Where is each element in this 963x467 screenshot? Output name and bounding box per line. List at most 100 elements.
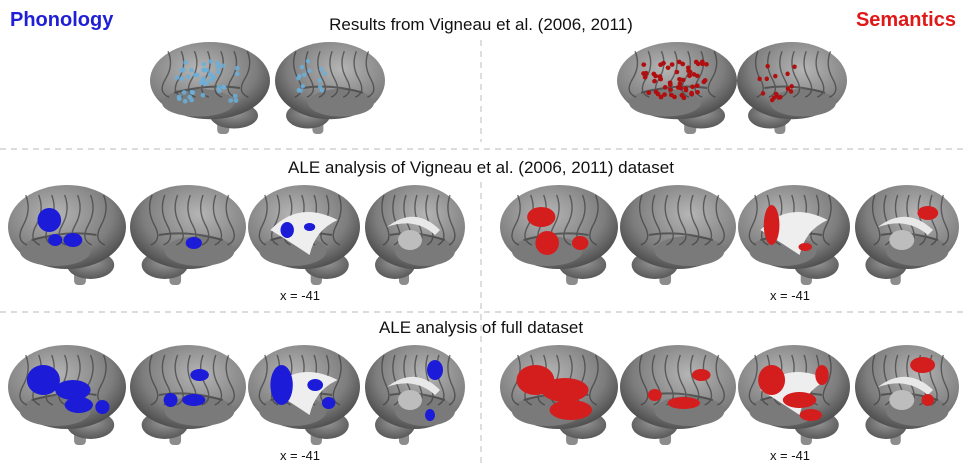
- activation: [648, 389, 662, 401]
- slice-caption: x = -41: [280, 448, 320, 463]
- activation: [677, 77, 682, 82]
- activation: [320, 88, 324, 93]
- brain: [275, 42, 385, 134]
- temporal-lobe: [308, 89, 374, 117]
- activation: [322, 397, 335, 409]
- brain: [738, 345, 850, 445]
- activation: [27, 365, 60, 395]
- activation: [765, 77, 769, 82]
- right-label: Semantics: [856, 9, 956, 31]
- activation: [692, 369, 711, 381]
- activation: [689, 92, 694, 97]
- slice-caption: x = -41: [770, 448, 810, 463]
- activation: [296, 76, 300, 81]
- activation: [783, 392, 817, 408]
- activation: [211, 75, 216, 80]
- activation: [38, 208, 62, 232]
- activation: [761, 91, 765, 96]
- activation: [790, 84, 794, 89]
- brain: [130, 345, 246, 445]
- activation: [175, 75, 180, 80]
- activation: [221, 85, 226, 90]
- activation: [307, 379, 323, 391]
- brain: [855, 345, 959, 445]
- temporal-lobe: [655, 236, 725, 266]
- activation: [687, 73, 692, 78]
- activation: [668, 397, 700, 409]
- activation: [666, 65, 671, 70]
- activation: [300, 65, 304, 70]
- brain: [500, 345, 618, 445]
- activation: [658, 74, 663, 79]
- thalamus: [889, 230, 914, 250]
- activation: [95, 400, 109, 414]
- activation: [317, 78, 321, 83]
- activation: [776, 95, 780, 100]
- activation: [183, 99, 188, 104]
- activation: [203, 68, 208, 73]
- activation: [772, 95, 776, 100]
- brain: [620, 185, 736, 285]
- activation: [758, 365, 785, 395]
- activation: [785, 72, 789, 77]
- brain: [150, 42, 270, 134]
- activation: [695, 83, 700, 88]
- activation: [786, 86, 790, 91]
- activation: [189, 90, 194, 95]
- activation: [186, 74, 191, 79]
- brain: [248, 185, 360, 285]
- activation: [703, 78, 708, 83]
- activation: [190, 369, 209, 381]
- activation: [695, 90, 700, 95]
- activation: [233, 94, 238, 99]
- activation: [641, 62, 646, 67]
- activation: [669, 93, 674, 98]
- activation: [221, 64, 226, 69]
- activation: [917, 206, 938, 220]
- activation: [180, 76, 185, 81]
- activation: [216, 70, 221, 75]
- activation: [201, 62, 206, 67]
- activation: [307, 69, 311, 74]
- activation: [280, 222, 293, 238]
- activation: [65, 397, 93, 413]
- activation: [208, 59, 213, 64]
- activation: [189, 98, 194, 103]
- activation: [690, 84, 695, 89]
- activation: [653, 74, 658, 79]
- brain: [737, 42, 847, 134]
- brain: [500, 185, 618, 285]
- activation: [695, 74, 700, 79]
- activation: [696, 62, 701, 67]
- activation: [216, 65, 221, 70]
- activation: [661, 61, 666, 66]
- activation: [235, 66, 240, 71]
- activation: [541, 378, 588, 402]
- slice-caption: x = -41: [770, 288, 810, 303]
- activation: [678, 81, 683, 86]
- activation: [643, 75, 648, 80]
- temporal-lobe: [770, 89, 836, 117]
- activation: [298, 88, 302, 93]
- brain: [130, 185, 246, 285]
- brain: [8, 345, 126, 445]
- activation: [652, 79, 657, 84]
- figure: Phonology Semantics Results from Vigneau…: [0, 0, 963, 467]
- brain: [365, 345, 465, 445]
- thalamus: [398, 230, 422, 250]
- brain-images: [8, 42, 959, 445]
- activation: [757, 77, 761, 82]
- activation: [48, 234, 62, 246]
- activation: [535, 231, 559, 255]
- activation: [704, 62, 709, 67]
- activation: [765, 64, 769, 69]
- activation: [680, 62, 685, 67]
- activation: [764, 205, 780, 245]
- activation: [55, 380, 90, 400]
- brain: [620, 345, 736, 445]
- activation: [189, 68, 194, 73]
- activation: [304, 223, 315, 231]
- activation: [217, 89, 222, 94]
- activation: [686, 69, 691, 74]
- activation: [792, 64, 796, 69]
